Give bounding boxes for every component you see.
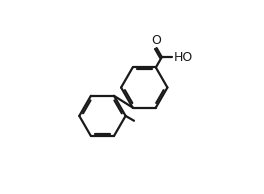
Text: HO: HO [173,51,193,64]
Text: O: O [152,34,162,47]
